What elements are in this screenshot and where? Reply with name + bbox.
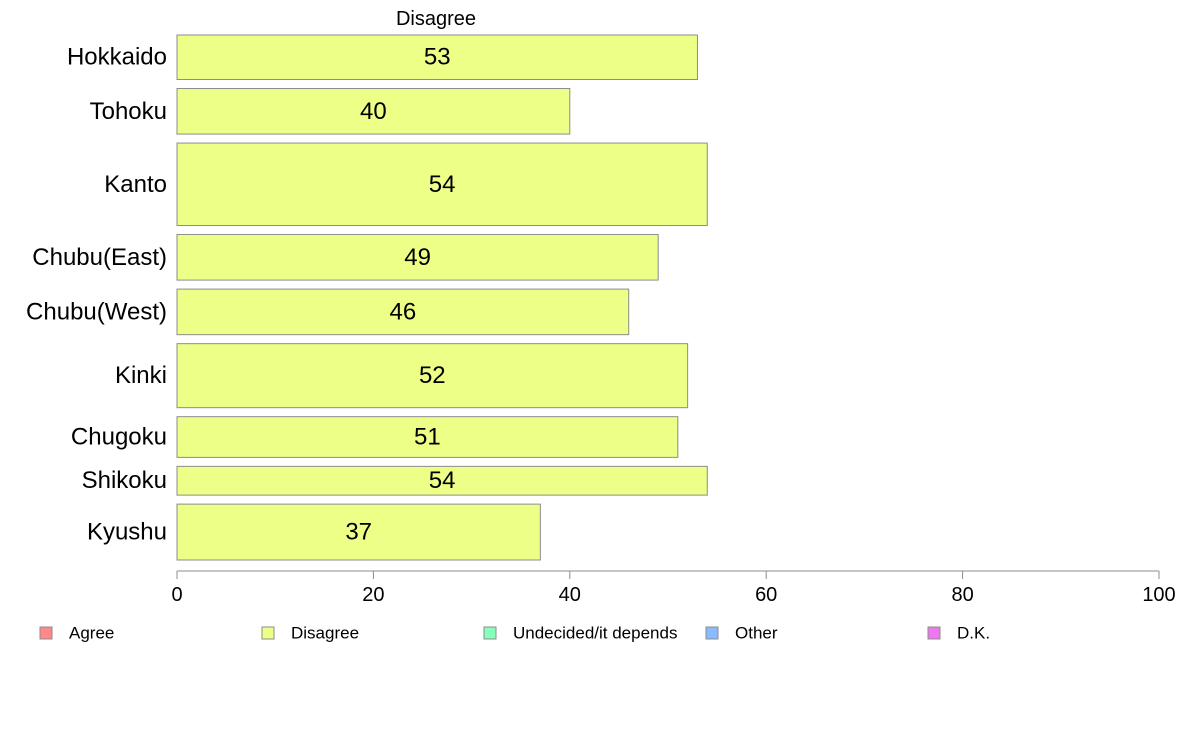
data-label: 54 [429,467,456,494]
category-label: Chubu(East) [32,244,167,271]
bar-chubu-east- [176,234,659,281]
data-label: 54 [429,171,456,198]
bar-kyushu [176,503,541,561]
data-label: 40 [360,98,387,125]
bar-hokkaido [176,34,698,80]
category-label: Kyushu [87,519,167,546]
legend-label: D.K. [957,624,990,643]
x-tick-label: 0 [171,584,182,606]
x-tick-label: 80 [951,584,973,606]
legend-swatch [705,626,719,640]
legend-swatch [39,626,53,640]
data-label: 46 [390,298,417,325]
bar-kinki [176,343,689,409]
category-label: Kanto [104,171,167,198]
bar-tohoku [176,87,571,135]
x-axis: 0 20 40 60 80 100 [171,570,1176,606]
data-label: 52 [419,362,446,389]
legend-swatch [261,626,275,640]
x-tick-label: 40 [559,584,581,606]
category-label: Shikoku [82,467,167,494]
bar-shikoku [176,465,708,496]
bar-chugoku [176,416,679,458]
bars-layer: 53 40 54 49 46 52 51 54 37 [176,34,708,561]
category-labels: Hokkaido Tohoku Kanto Chubu(East) Chubu(West… [26,44,167,546]
category-label: Kinki [115,362,167,389]
legend-label: Agree [69,624,114,643]
legend-label: Other [735,624,778,643]
x-tick-label: 60 [755,584,777,606]
data-label: 53 [424,44,451,71]
category-label: Hokkaido [67,44,167,71]
category-label: Tohoku [90,98,167,125]
data-label: 51 [414,424,441,451]
legend-swatch [927,626,941,640]
legend: Agree Disagree Undecided/it depends Other D.… [39,624,990,643]
data-label: 37 [345,519,372,546]
legend-label: Undecided/it depends [513,624,677,643]
chart-title: Disagree [396,8,476,30]
category-label: Chubu(West) [26,298,167,325]
category-label: Chugoku [71,424,167,451]
x-tick-label: 100 [1142,584,1175,606]
legend-label: Disagree [291,624,359,643]
data-label: 49 [404,244,431,271]
x-tick-label: 20 [362,584,384,606]
bar-chubu-west- [176,288,630,336]
bar-kanto [176,142,708,227]
legend-swatch [483,626,497,640]
